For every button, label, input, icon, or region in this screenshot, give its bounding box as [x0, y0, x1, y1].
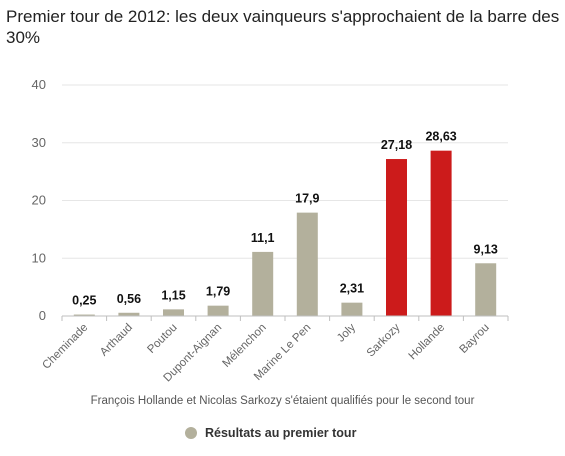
bar-marine-le-pen — [296, 212, 318, 316]
data-label-3: 1,79 — [206, 285, 230, 299]
category-label-0: Cheminade — [40, 322, 90, 372]
category-labels: Cheminade Arthaud PoutouDupont-AignanMélen… — [40, 321, 491, 384]
y-tick-label-0: 0 — [39, 308, 46, 323]
x-axis — [61, 315, 509, 321]
data-label-5: 17,9 — [295, 192, 319, 206]
category-label-4: Mélenchon — [221, 322, 269, 370]
legend-label: Résultats au premier tour — [205, 426, 357, 440]
bar-hollande — [430, 150, 452, 316]
bar-m-lenchon — [252, 251, 274, 316]
category-label-1: Arthaud — [98, 322, 135, 359]
bar-cheminade — [73, 314, 95, 316]
category-label-8: Hollande — [407, 322, 448, 363]
y-tick-label-4: 40 — [32, 77, 46, 92]
data-label-9: 9,13 — [474, 242, 498, 256]
y-tick-label-2: 20 — [32, 193, 46, 208]
data-labels: 0,25 0,56 1,15 1,79 11,1 17,9 2,31 27,18 28,63 9,… — [72, 130, 498, 308]
bar-arthaud — [118, 312, 140, 316]
category-label-6: Joly — [335, 321, 358, 344]
chart-title: Premier tour de 2012: les deux vainqueur… — [6, 7, 560, 47]
bar-bayrou — [475, 263, 497, 316]
data-label-2: 1,15 — [161, 288, 185, 302]
data-label-8: 28,63 — [425, 130, 456, 144]
category-label-2: Poutou — [145, 322, 179, 356]
data-label-1: 0,56 — [117, 292, 141, 306]
bars — [73, 150, 497, 316]
bar-joly — [341, 302, 363, 316]
data-label-6: 2,31 — [340, 282, 364, 296]
chart-caption: François Hollande et Nicolas Sarkozy s'é… — [90, 395, 475, 407]
category-label-9: Bayrou — [458, 322, 492, 356]
category-label-7: Sarkozy — [365, 321, 403, 359]
legend-marker — [185, 427, 197, 439]
y-tick-label-1: 10 — [32, 250, 46, 265]
y-tick-label-3: 30 — [32, 135, 46, 150]
y-axis-ticks: 0 10 20 30 40 — [32, 77, 46, 323]
data-label-7: 27,18 — [381, 138, 412, 152]
bar-dupont-aignan — [207, 305, 229, 316]
legend[interactable]: Résultats au premier tour — [185, 426, 356, 440]
data-label-4: 11,1 — [251, 231, 275, 245]
bar-sarkozy — [386, 159, 407, 316]
bar-poutou — [163, 309, 184, 316]
bar-chart: 0 10 20 30 40 0,25 0,56 1,15 1,79 11,1 17,9 2,31 27… — [32, 77, 509, 384]
data-label-0: 0,25 — [72, 294, 96, 308]
